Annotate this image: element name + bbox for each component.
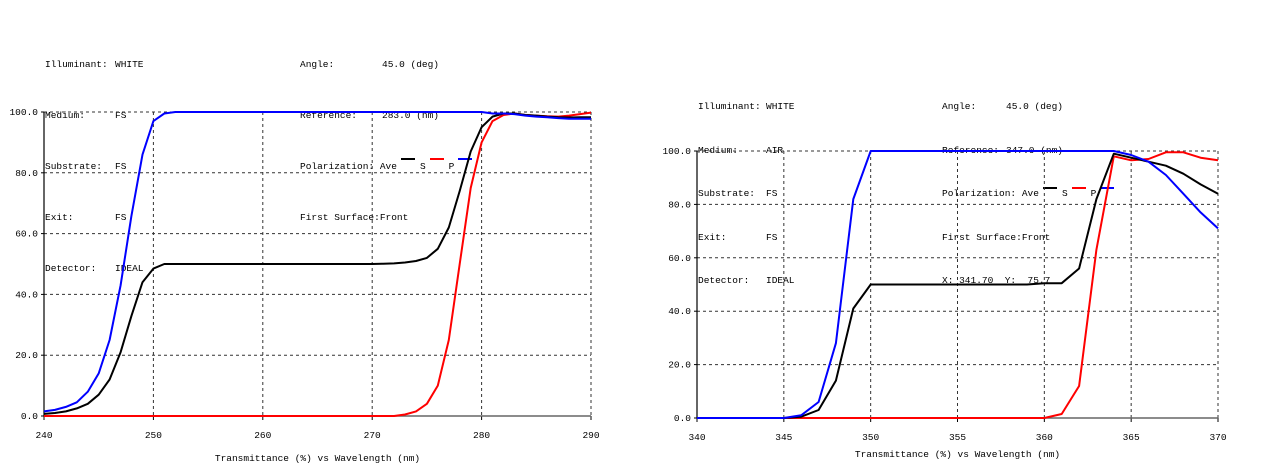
y-tick-label: 0.0 [674,413,691,424]
y-tick-label: 20.0 [15,350,38,361]
substrate-value: FS [115,161,127,172]
angle-value: 45.0 (deg) [1006,101,1064,112]
x-tick-label: 350 [862,432,879,443]
y-tick-label: 100.0 [9,107,38,118]
legend-p-label: P [1090,188,1097,199]
reference-label: Reference: [300,110,358,121]
illuminant-value: WHITE [766,101,795,112]
x-tick-label: 260 [254,430,271,441]
y-tick-label: 100.0 [662,146,691,157]
x-tick-label: 240 [35,430,52,441]
exit-value: FS [115,212,127,223]
exit-label: Exit: [45,212,74,223]
x-tick-label: 290 [582,430,599,441]
left-header-params: Illuminant: WHITE Medium: FS Substrate: FS … [45,22,144,294]
legend-s-line [1071,187,1086,189]
legend-ave-label: Ave [1021,188,1039,199]
first-surface-value: Front [379,212,409,223]
angle-value: 45.0 (deg) [382,59,440,70]
right-chart: 0.0 20.0 40.0 60.0 80.0 100.0 340 345 350 355 360 3… [662,146,1226,460]
left-chart: 0.0 20.0 40.0 60.0 80.0 100.0 240 250 260 270 280 2… [9,107,599,464]
medium-value: AIR [766,144,784,156]
polarization-label: Polarization: [942,188,1017,199]
illuminant-label: Illuminant: [698,101,761,112]
illuminant-label: Illuminant: [45,59,108,70]
detector-label: Detector: [698,275,750,286]
left-header-settings: Angle: 45.0 (deg) Reference: 283.0 (nm) Po… [300,22,477,243]
series-line-p [697,150,1219,419]
series-line-ave [43,112,591,415]
right-header-params: Illuminant: WHITE Medium: AIR Substrate: FS… [698,71,795,303]
medium-label: Medium: [45,110,85,121]
x-axis-label: Transmittance (%) vs Wavelength (nm) [855,449,1060,460]
y-tick-label: 60.0 [15,229,38,240]
substrate-label: Substrate: [698,188,756,199]
polarization-label: Polarization: [300,161,375,172]
x-tick-label: 355 [949,432,966,443]
legend-ave-label: Ave [379,161,397,172]
x-axis-label: Transmittance (%) vs Wavelength (nm) [215,453,420,464]
legend-p-label: P [448,161,455,172]
x-tick-label: 270 [364,430,381,441]
cursor-readout: X: 341.70 Y: 75.7 [942,275,1051,286]
medium-label: Medium: [698,144,738,156]
x-tick-label: 280 [473,430,490,441]
detector-label: Detector: [45,263,97,274]
first-surface-label: First Surface: [300,212,380,223]
x-tick-label: 345 [775,432,792,443]
substrate-value: FS [766,188,778,199]
exit-value: FS [766,231,778,243]
x-tick-label: 370 [1209,432,1226,443]
legend-p-line [458,158,473,160]
illuminant-value: WHITE [115,59,144,70]
y-tick-label: 20.0 [668,360,691,371]
medium-value: FS [115,110,127,121]
reference-value: 283.0 (nm) [382,110,440,121]
detector-value: IDEAL [115,263,144,274]
y-tick-label: 0.0 [21,411,38,422]
legend-s-label: S [1061,188,1068,199]
x-tick-label: 340 [688,432,705,443]
substrate-label: Substrate: [45,161,103,172]
legend-s-label: S [419,161,426,172]
legend-ave-line [1042,187,1057,189]
first-surface-label: First Surface: [942,231,1022,243]
x-tick-label: 360 [1036,432,1053,443]
first-surface-value: Front [1021,231,1051,243]
y-tick-label: 60.0 [668,253,691,264]
legend-s-line [429,158,444,160]
y-tick-label: 80.0 [668,199,691,210]
y-tick-label: 40.0 [668,306,691,317]
x-tick-label: 250 [145,430,162,441]
exit-label: Exit: [698,231,727,243]
y-tick-label: 40.0 [15,289,38,300]
legend-ave-line [400,158,415,160]
y-tick-label: 80.0 [15,168,38,179]
angle-label: Angle: [300,59,335,70]
series-line-p [43,111,591,413]
angle-label: Angle: [942,101,977,112]
detector-value: IDEAL [766,275,795,286]
x-tick-label: 365 [1123,432,1140,443]
